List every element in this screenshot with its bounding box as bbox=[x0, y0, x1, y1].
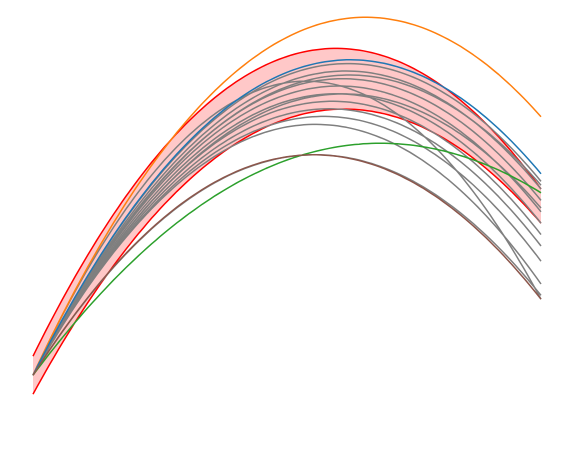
series-line-3 bbox=[32, 142, 542, 376]
series-line-14 bbox=[32, 123, 542, 376]
series-line-4 bbox=[32, 154, 542, 376]
series-line-8 bbox=[32, 85, 542, 376]
series-line-9 bbox=[32, 93, 542, 376]
series-line-11 bbox=[32, 108, 542, 376]
band-lower-line bbox=[32, 108, 542, 395]
band-upper-line bbox=[32, 47, 542, 357]
series-line-2 bbox=[32, 59, 542, 376]
series-line-15 bbox=[32, 93, 542, 376]
series-lines bbox=[32, 16, 542, 376]
series-line-13 bbox=[32, 80, 542, 376]
series-line-1 bbox=[32, 16, 542, 376]
series-line-16 bbox=[32, 74, 542, 376]
